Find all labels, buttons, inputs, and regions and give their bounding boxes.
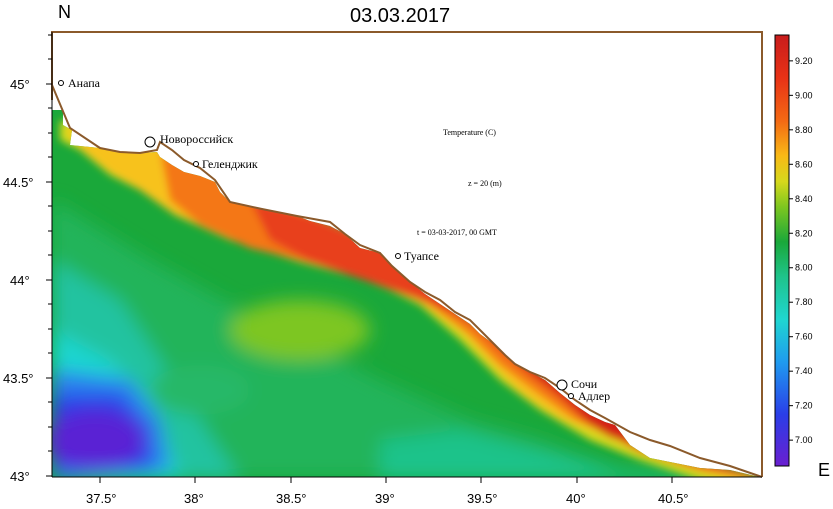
depth-annotation: z = 20 (m) — [468, 179, 502, 188]
x-tick-label: 37.5° — [86, 491, 117, 506]
y-tick-label: 43° — [10, 469, 30, 484]
colorbar-label: 8.60 — [795, 159, 813, 169]
city-label-adler: Адлер — [578, 389, 610, 403]
colorbar-label: 8.40 — [795, 194, 813, 204]
x-tick-label: 38° — [184, 491, 204, 506]
city-marker — [144, 136, 156, 148]
city-marker — [556, 379, 568, 391]
colorbar-label: 9.20 — [795, 56, 813, 66]
x-tick-label: 38.5° — [276, 491, 307, 506]
y-tick-label: 44.5° — [3, 175, 34, 190]
colorbar-label: 7.80 — [795, 297, 813, 307]
x-tick-label: 39° — [375, 491, 395, 506]
city-label-tuapse: Туапсе — [404, 249, 439, 263]
y-tick-label: 45° — [10, 77, 30, 92]
y-tick-label: 44° — [10, 273, 30, 288]
x-tick-label: 40° — [566, 491, 586, 506]
colorbar-label: 9.00 — [795, 90, 813, 100]
city-label-anapa: Анапа — [68, 76, 101, 90]
y-ticks — [46, 34, 52, 477]
colorbar-label: 8.20 — [795, 228, 813, 238]
time-annotation: t = 03-03-2017, 00 GMT — [417, 228, 497, 237]
y-tick-label: 43.5° — [3, 371, 34, 386]
city-marker — [568, 393, 574, 399]
city-marker — [193, 161, 199, 167]
map-title: 03.03.2017 — [350, 5, 450, 27]
north-label: N — [58, 2, 71, 22]
colorbar-label: 7.60 — [795, 332, 813, 342]
city-markers — [58, 80, 574, 399]
x-ticks — [99, 477, 673, 483]
x-tick-label: 39.5° — [467, 491, 498, 506]
colorbar-label: 7.20 — [795, 401, 813, 411]
city-label-novorossiysk: Новороссийск — [160, 132, 233, 146]
colorbar-label: 7.40 — [795, 366, 813, 376]
city-marker — [58, 80, 64, 86]
x-tick-label: 40.5° — [658, 491, 689, 506]
colorbar-label: 8.80 — [795, 125, 813, 135]
colorbar-label: 7.00 — [795, 435, 813, 445]
variable-annotation: Temperature (C) — [443, 128, 496, 137]
colorbar — [774, 34, 790, 467]
city-marker — [395, 253, 401, 259]
city-label-sochi: Сочи — [571, 377, 598, 391]
colorbar-label: 8.00 — [795, 263, 813, 273]
city-label-gelendzhik: Геленджик — [202, 157, 258, 171]
coastline — [51, 84, 763, 478]
temperature-field — [52, 110, 760, 477]
colorbar-ticks: 9.20 9.00 8.80 8.60 8.40 8.20 8.00 7.80 7.60 7.40… — [789, 56, 813, 445]
east-label: E — [818, 460, 830, 480]
